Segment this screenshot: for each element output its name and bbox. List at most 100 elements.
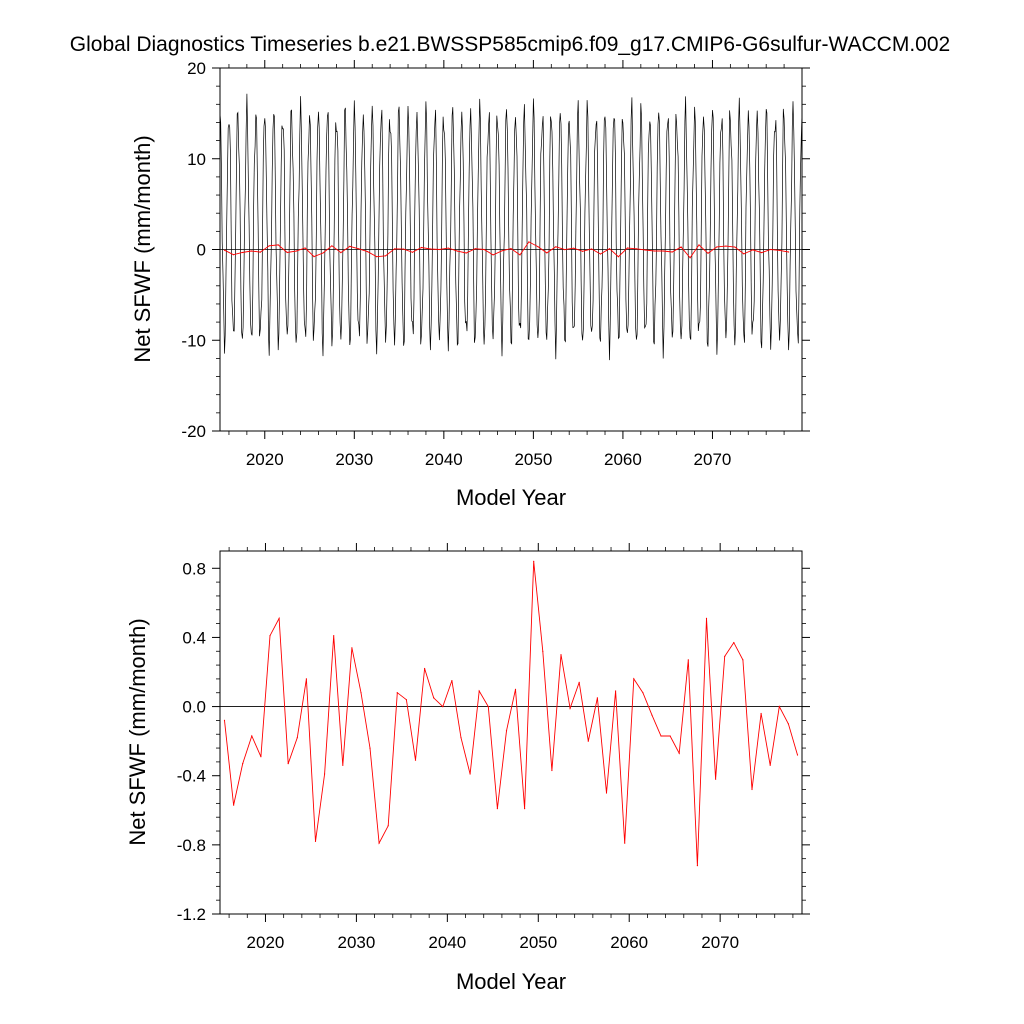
annual-mean-point <box>250 250 252 252</box>
annual-mean-point <box>414 759 417 761</box>
annual-mean-point <box>313 256 315 258</box>
plot-marks <box>220 93 802 361</box>
annual-mean-point <box>465 252 467 254</box>
annual-mean-point <box>787 723 790 725</box>
annual-mean-point <box>582 250 584 252</box>
annual-mean-point <box>505 730 508 732</box>
annual-mean-point <box>671 251 673 253</box>
annual-mean-point <box>788 251 790 253</box>
annual-mean-point <box>478 690 480 692</box>
annual-mean-point <box>734 246 736 248</box>
annual-mean-point <box>551 769 553 772</box>
annual-mean-point <box>287 763 289 765</box>
plot-frame <box>219 550 803 915</box>
annual-mean-point <box>260 756 262 758</box>
annual-mean-point <box>555 246 557 248</box>
x-tick-label: 2040 <box>428 933 466 952</box>
annual-mean-point <box>528 241 530 243</box>
annual-mean-point <box>707 252 709 254</box>
annual-mean-point <box>696 865 699 867</box>
annual-mean-point <box>296 737 298 739</box>
annual-mean-point <box>796 754 799 756</box>
panel-monthly-timeseries: 2020 2030 2040 2050 2060 2070 -20 -10 0 10 20 Mode… <box>130 59 810 510</box>
y-tick-label: -1.2 <box>177 905 206 924</box>
annual-mean-point <box>698 244 700 246</box>
annual-mean-point <box>678 752 680 754</box>
annual-mean-point <box>599 253 602 255</box>
annual-mean-point <box>617 256 620 258</box>
annual-mean-point <box>349 245 351 247</box>
annual-mean-point <box>295 250 297 252</box>
x-tick-label: 2070 <box>694 450 732 469</box>
annual-mean-point <box>715 778 717 780</box>
annual-mean-point <box>233 804 235 806</box>
annual-mean-point <box>396 692 398 694</box>
x-tick-label: 2040 <box>425 450 463 469</box>
y-axis-label: Net SFWF (mm/month) <box>125 618 150 845</box>
annual-mean-point <box>456 250 458 252</box>
annual-mean-point <box>725 245 727 247</box>
annual-mean-point <box>569 707 571 709</box>
annual-mean-point <box>340 252 342 254</box>
annual-mean-point <box>514 688 517 690</box>
plot-marks <box>220 560 802 867</box>
annual-mean-point <box>591 248 593 250</box>
annual-mean-point <box>483 248 485 251</box>
annual-mean-point <box>680 246 682 248</box>
annual-mean-point <box>420 246 423 249</box>
annual-mean-point <box>351 647 353 649</box>
plot-area <box>220 560 802 867</box>
series-annual-mean-line <box>224 561 798 866</box>
annual-mean-point <box>752 249 754 251</box>
annual-mean-point <box>305 678 307 680</box>
annual-mean-point <box>626 247 629 249</box>
y-tick-label: -20 <box>181 422 206 441</box>
annual-mean-point <box>705 617 708 620</box>
annual-mean-point <box>241 251 243 254</box>
panel-annual-mean: 2020 2030 2040 2050 2060 2070 -1.2 -0.8 -0.4 0.0 0… <box>125 543 810 994</box>
x-tick-label: 2060 <box>610 933 648 952</box>
annual-mean-point <box>733 642 735 644</box>
x-tick-label: 2030 <box>335 450 373 469</box>
annual-mean-point <box>369 747 371 749</box>
axis-ticks: 2020 2030 2040 2050 2060 2070 -1.2 -0.8 -0.4 0.0 0… <box>177 543 810 952</box>
y-tick-label: -0.8 <box>177 836 206 855</box>
annual-mean-point <box>394 248 396 250</box>
annual-mean-point <box>324 773 326 775</box>
annual-mean-point <box>469 773 471 775</box>
y-tick-label: 0.8 <box>182 559 206 578</box>
annual-mean-point <box>278 617 280 620</box>
annual-mean-point <box>542 650 544 652</box>
annual-mean-point <box>660 735 662 737</box>
annual-mean-point <box>778 706 780 708</box>
annual-mean-point <box>662 250 664 252</box>
annual-mean-point <box>724 655 726 658</box>
x-tick-label: 2030 <box>337 933 375 952</box>
annual-mean-point <box>761 252 763 254</box>
axis-ticks: 2020 2030 2040 2050 2060 2070 -20 -10 0 10 20 <box>181 59 810 469</box>
annual-mean-point <box>259 251 261 253</box>
annual-mean-point <box>387 825 389 827</box>
x-tick-label: 2050 <box>519 933 557 952</box>
annual-mean-point <box>378 842 380 844</box>
x-tick-label: 2020 <box>247 933 285 952</box>
annual-mean-point <box>367 251 369 253</box>
annual-mean-point <box>232 254 234 256</box>
annual-mean-point <box>615 690 617 692</box>
annual-mean-point <box>242 763 244 765</box>
annual-mean-point <box>687 659 689 661</box>
annual-mean-point <box>251 735 253 737</box>
annual-mean-point <box>376 256 378 258</box>
x-axis-label: Model Year <box>456 969 566 994</box>
annual-mean-point <box>633 678 635 680</box>
annual-mean-point <box>651 714 653 716</box>
annual-mean-point <box>460 737 462 739</box>
annual-mean-point <box>424 667 426 670</box>
y-axis-label: Net SFWF (mm/month) <box>130 135 155 362</box>
annual-mean-point <box>608 248 611 250</box>
annual-mean-point <box>433 697 435 699</box>
annual-mean-point <box>635 248 638 250</box>
annual-mean-point <box>624 842 626 844</box>
annual-mean-point <box>546 252 548 254</box>
